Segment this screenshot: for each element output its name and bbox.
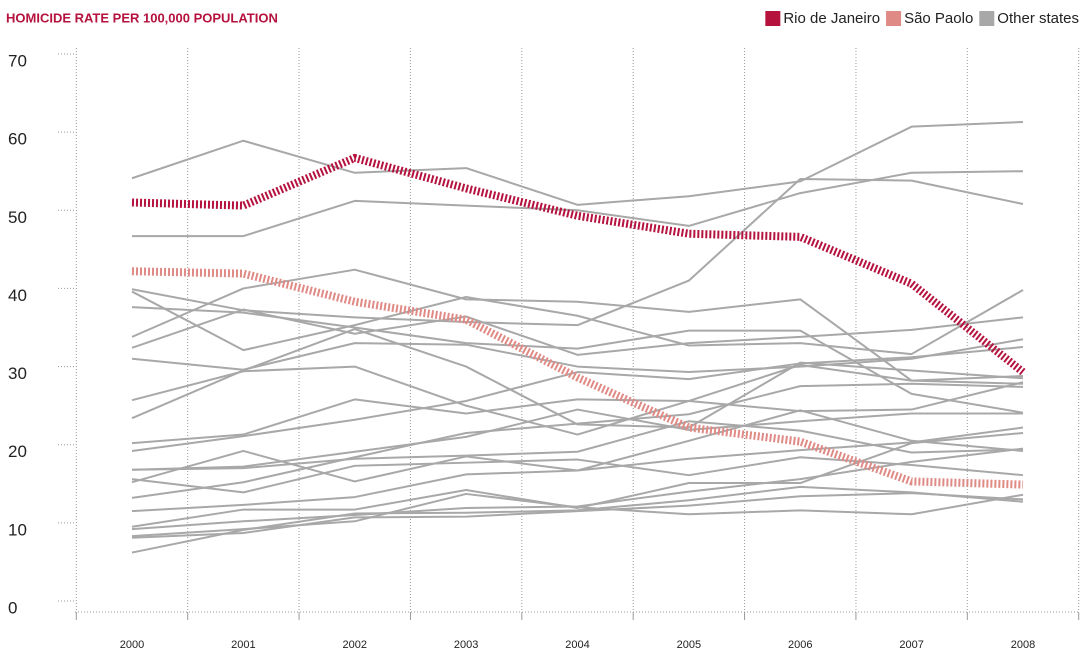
state-line <box>131 338 1024 374</box>
y-tick-label: 0 <box>8 598 17 617</box>
state-line <box>131 382 1024 499</box>
x-tick-label: 2004 <box>565 639 589 651</box>
highlight-line <box>131 153 1026 376</box>
legend-label: Other states <box>997 10 1079 27</box>
state-line <box>131 364 1024 445</box>
x-tick-label: 2003 <box>454 639 478 651</box>
state-line <box>131 426 1024 513</box>
legend-swatch <box>765 11 781 26</box>
legend-swatch <box>979 11 995 26</box>
state-line <box>131 492 1024 539</box>
state-line <box>131 456 1024 494</box>
x-tick-label: 2000 <box>120 639 144 651</box>
x-tick-label: 2001 <box>231 639 255 651</box>
state-line <box>131 408 1023 471</box>
y-tick-label: 20 <box>8 442 27 461</box>
highlight-line <box>131 267 1024 489</box>
state-line <box>131 346 1024 452</box>
y-tick-label: 40 <box>8 286 27 305</box>
x-tick-label: 2002 <box>343 639 367 651</box>
y-tick-label: 30 <box>8 364 27 383</box>
chart-title: HOMICIDE RATE PER 100,000 POPULATION <box>6 10 278 25</box>
x-tick-label: 2006 <box>788 639 812 651</box>
y-tick-label: 60 <box>8 130 27 149</box>
state-line <box>131 308 1024 356</box>
state-line <box>131 289 1024 356</box>
legend-swatch <box>886 11 902 26</box>
state-line <box>131 178 1024 327</box>
y-tick-label: 70 <box>8 51 27 70</box>
legend-label: Rio de Janeiro <box>783 10 880 27</box>
state-line <box>131 447 1024 531</box>
state-line <box>131 365 1024 436</box>
legend-label: São Paolo <box>904 10 973 27</box>
state-line <box>131 492 1024 538</box>
x-tick-label: 2008 <box>1011 639 1035 651</box>
state-line <box>131 120 1024 206</box>
x-tick-label: 2007 <box>899 639 923 651</box>
x-tick-label: 2005 <box>677 639 701 651</box>
y-tick-label: 10 <box>8 520 27 539</box>
y-tick-label: 50 <box>8 208 27 227</box>
